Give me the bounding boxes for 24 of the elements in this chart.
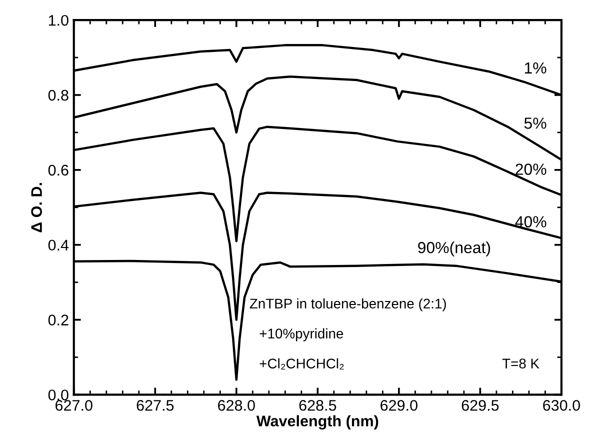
y-tick-label: 0.2 [48, 314, 68, 326]
y-tick-label: 0.4 [48, 240, 69, 251]
y-tick-label: 1.0 [48, 14, 68, 26]
series-label: 40% [515, 216, 546, 228]
y-axis-title: Δ O. D. [31, 183, 42, 232]
annotation: +10%pyridine [260, 328, 344, 342]
y-tick-label: 0.8 [48, 90, 68, 101]
y-tick-label: 0.6 [48, 164, 68, 176]
x-axis-title: Wavelength (nm) [256, 415, 378, 430]
legend-label: 20% [516, 164, 546, 175]
annotation: ZnTBP in toluene-benzene (2:1) [250, 298, 446, 312]
x-tick-label: 629.5 [462, 400, 499, 411]
x-tick-label: 628.5 [299, 400, 336, 411]
x-tick-label: 627.0 [56, 400, 92, 411]
x-tick-label: 628.0 [218, 400, 255, 411]
x-tick-label: 629.0 [380, 400, 418, 411]
annotation: +Cl₂CHCHCl₂ [260, 358, 344, 370]
legend-label: 5% [524, 118, 546, 129]
legend-label: 1% [524, 62, 546, 74]
x-tick-label: 630.0 [543, 400, 580, 411]
series-label: 90%(neat) [418, 242, 490, 256]
annotation: T=8 K [502, 358, 540, 368]
y-tick-label: 0.0 [48, 390, 68, 400]
x-tick-label: 627.5 [136, 400, 174, 411]
